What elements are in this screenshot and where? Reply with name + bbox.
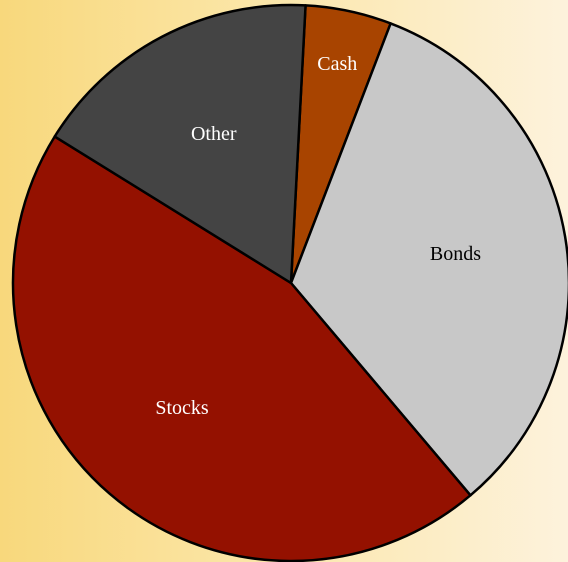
slice-label: Stocks	[155, 397, 209, 419]
slice-label: Bonds	[430, 243, 481, 265]
slice-label: Cash	[317, 53, 357, 75]
pie-slice	[11, 135, 472, 562]
pie-slice	[289, 22, 568, 497]
slice-label: Other	[191, 123, 237, 145]
pie-slice	[53, 3, 307, 285]
